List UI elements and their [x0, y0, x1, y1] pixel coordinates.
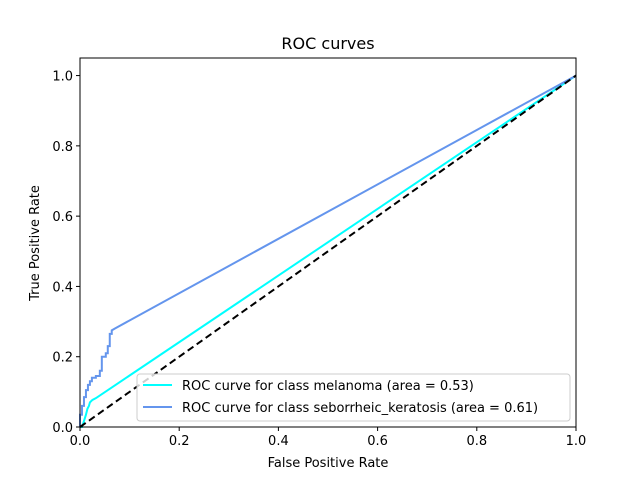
x-tick-label: 0.6: [367, 434, 388, 449]
legend-box: [136, 373, 571, 422]
y-tick-label: 0.0: [52, 421, 73, 436]
y-tick-label: 1.0: [52, 70, 73, 85]
series-line-seborrheic-keratosis: [79, 74, 577, 427]
y-tick-label: 0.2: [52, 351, 73, 366]
series-lines: [79, 74, 577, 428]
y-tick-label: 0.6: [52, 210, 73, 225]
y-tick-label: 0.4: [52, 280, 73, 295]
x-axis-ticks: 0.0 0.2 0.4 0.6 0.8 1.0: [70, 427, 587, 449]
legend-label-melanoma: ROC curve for class melanoma (area = 0.5…: [182, 379, 474, 394]
x-axis-title: False Positive Rate: [268, 456, 389, 471]
x-tick-label: 0.0: [70, 434, 91, 449]
y-tick-label: 0.8: [52, 140, 73, 155]
y-axis-ticks: 0.0 0.2 0.4 0.6 0.8 1.0: [52, 70, 80, 436]
x-tick-label: 0.2: [169, 434, 190, 449]
chart-title: ROC curves: [281, 34, 374, 53]
axes-frame: [79, 57, 577, 428]
x-tick-label: 0.8: [466, 434, 487, 449]
legend-label-seborrheic-keratosis: ROC curve for class seborrheic_keratosis…: [182, 401, 538, 416]
x-tick-label: 1.0: [566, 434, 587, 449]
plot-area: [79, 57, 577, 428]
x-tick-label: 0.4: [268, 434, 289, 449]
y-axis-title: True Positive Rate: [28, 185, 43, 302]
legend: ROC curve for class melanoma (area = 0.5…: [136, 373, 571, 422]
series-line-chance-diagonal: [79, 74, 577, 428]
